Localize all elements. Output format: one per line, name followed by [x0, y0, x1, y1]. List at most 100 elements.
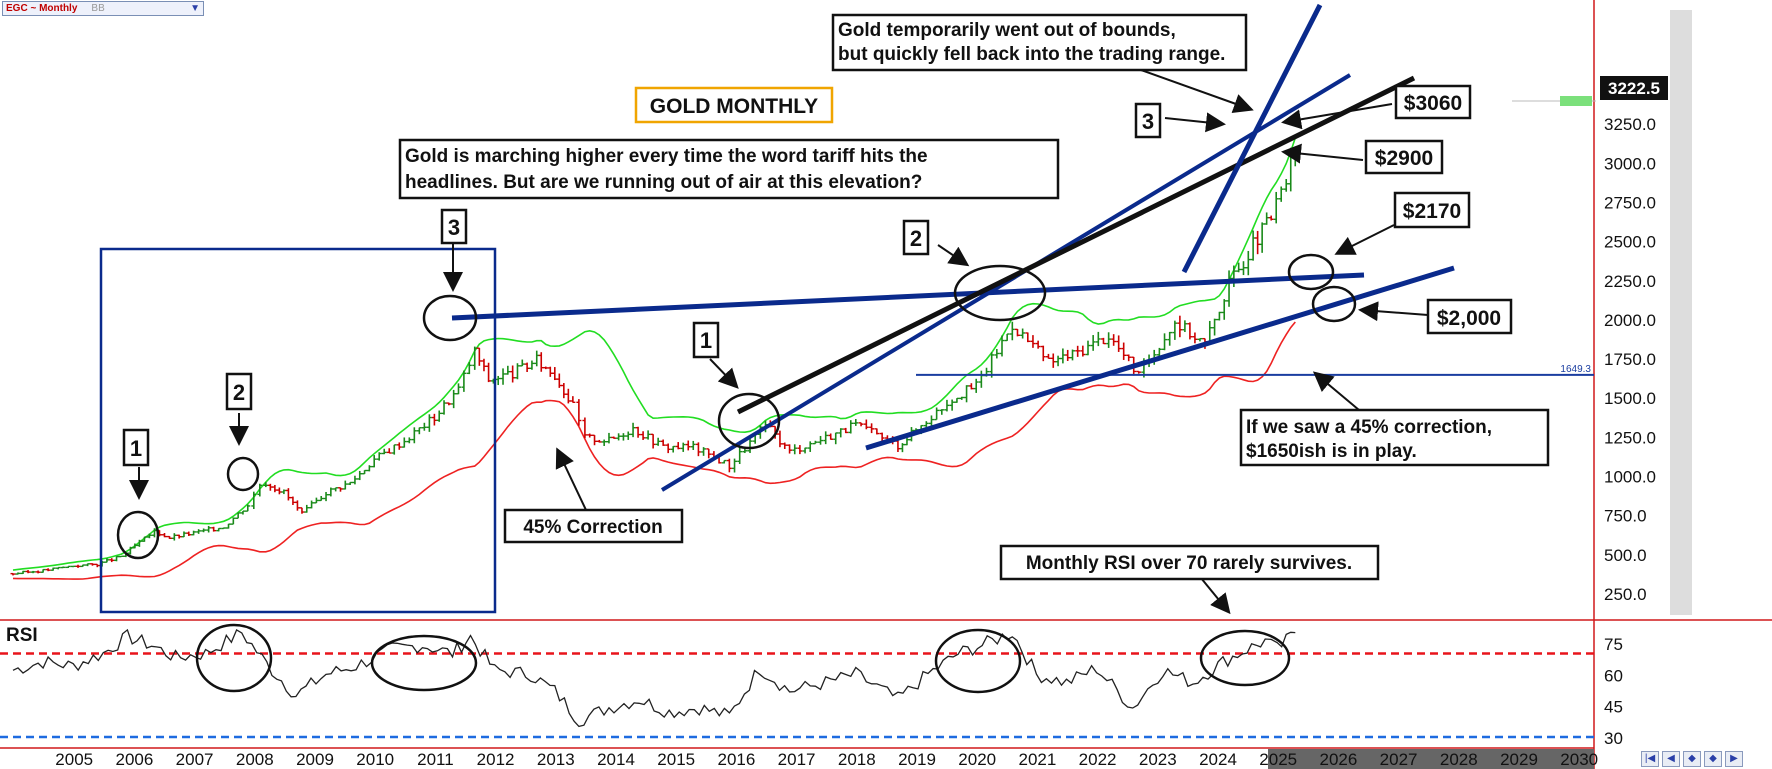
ohlc-bar [1055, 355, 1061, 367]
ohlc-bar [446, 402, 452, 406]
ohlc-bar [342, 480, 348, 490]
highlight-circles [116, 253, 1357, 694]
ohlc-bar [251, 491, 257, 510]
correction-1650-line2: $1650ish is in play. [1246, 441, 1417, 462]
label-3b: 3 [1142, 109, 1154, 134]
ohlc-bar [645, 430, 651, 440]
ohlc-bar [534, 350, 540, 367]
ohlc-bar [436, 410, 442, 422]
ohlc-bar [50, 567, 56, 571]
nav-first-button[interactable]: |◀ [1641, 751, 1659, 767]
ohlc-bar [973, 378, 979, 393]
chevron-down-icon[interactable]: ▼ [190, 3, 200, 14]
year-label: 2018 [838, 750, 876, 769]
nav-forward-button[interactable]: ▶ [1725, 751, 1743, 767]
ohlc-bar [630, 422, 636, 438]
ohlc-bar [949, 399, 955, 411]
ohlc-bar [1111, 334, 1117, 346]
arrow-top-note [1140, 69, 1254, 114]
ohlc-bar [1025, 332, 1031, 343]
ohlc-bar [994, 348, 1000, 359]
ohlc-bar [65, 565, 71, 569]
ohlc-bar [461, 370, 467, 392]
ohlc-bar [1075, 345, 1081, 357]
ohlc-bar [191, 530, 197, 536]
ohlc-bar [939, 409, 945, 415]
ohlc-bar [620, 433, 626, 441]
rsi-circle-2025 [1199, 629, 1291, 687]
ohlc-bar [1045, 353, 1051, 360]
volume-profile-bar [1560, 96, 1592, 106]
ohlc-bar [85, 563, 91, 567]
ohlc-bar [843, 427, 849, 434]
ohlc-bar [221, 527, 227, 530]
ohlc-bar [240, 510, 246, 515]
time-axis: 2005 2006 2007 2008 2009 2010 2011 2012 2013 2014… [55, 750, 1598, 769]
ohlc-bar [1136, 370, 1142, 374]
ohlc-bar [797, 445, 803, 455]
correction-1650-box [1239, 408, 1550, 467]
ohlc-bar [650, 433, 656, 449]
ohlc-bar [1236, 262, 1242, 273]
ohlc-bar [858, 422, 864, 427]
rsi-tick-label: 75 [1604, 635, 1623, 654]
ohlc-bar [362, 469, 368, 475]
price-2000-box [1426, 298, 1513, 335]
ohlc-bar [1259, 222, 1265, 253]
ohlc-bar [376, 452, 382, 461]
ohlc-bar [171, 533, 177, 541]
ohlc-bar [1004, 333, 1010, 342]
ohlc-bar [500, 368, 506, 385]
ohlc-bar [601, 439, 607, 446]
year-label: 2021 [1018, 750, 1056, 769]
ohlc-bar [777, 430, 783, 448]
support-level-line: 1649.3 [916, 364, 1594, 376]
ohlc-bar [1167, 331, 1173, 346]
ohlc-bar [680, 442, 686, 452]
top-note-box [831, 13, 1248, 72]
price-tick-label: 2750.0 [1604, 193, 1656, 212]
price-scrollbar[interactable] [1670, 10, 1692, 615]
mid-note-line1: Gold is marching higher every time the w… [405, 146, 928, 167]
ohlc-bar [874, 428, 880, 435]
ohlc-bar [396, 442, 402, 450]
top-note-line2: but quickly fell back into the trading r… [838, 44, 1225, 65]
ohlc-bar [685, 440, 691, 451]
ohlc-bar [486, 362, 492, 383]
ohlc-bar [838, 428, 844, 438]
ohlc-bar [386, 448, 392, 454]
ohlc-bar [1226, 270, 1232, 307]
arrow-1650 [1312, 371, 1360, 411]
ohlc-bar [529, 360, 535, 370]
nav-back-button[interactable]: ◀ [1662, 751, 1680, 767]
ohlc-bar [587, 433, 593, 438]
ohlc-bar [136, 539, 142, 547]
symbol-selector[interactable]: EGC ~ Monthly BB ▼ [2, 1, 204, 16]
year-label: 2011 [417, 750, 454, 769]
ohlc-bar [732, 458, 738, 473]
ohlc-bar [1121, 342, 1127, 360]
ohlc-bar [828, 433, 834, 440]
ohlc-bar [812, 440, 818, 445]
ohlc-bar [421, 422, 427, 431]
ohlc-bar [1268, 215, 1274, 221]
ohlc-bar [944, 399, 950, 412]
ohlc-bar [1212, 318, 1218, 336]
ohlc-bar [863, 419, 869, 430]
ohlc-bar [431, 413, 437, 426]
nav-marker-button[interactable]: ◆ [1704, 751, 1722, 767]
year-label: 2030 [1560, 750, 1598, 769]
correction-note: 45% Correction [523, 517, 662, 538]
rsi-note-box [999, 544, 1380, 581]
ohlc-bar [285, 488, 291, 501]
ohlc-bar [401, 437, 407, 448]
ohlc-bar [411, 427, 417, 444]
nav-zoom-button[interactable]: ◆ [1683, 751, 1701, 767]
ohlc-bar [70, 565, 76, 568]
ohlc-bar [481, 358, 487, 372]
year-label: 2005 [55, 750, 93, 769]
rsi-circle-2020 [934, 628, 1022, 694]
ohlc-bar [1080, 345, 1086, 357]
label-3a-box [440, 208, 468, 245]
ohlc-bar [928, 415, 934, 427]
